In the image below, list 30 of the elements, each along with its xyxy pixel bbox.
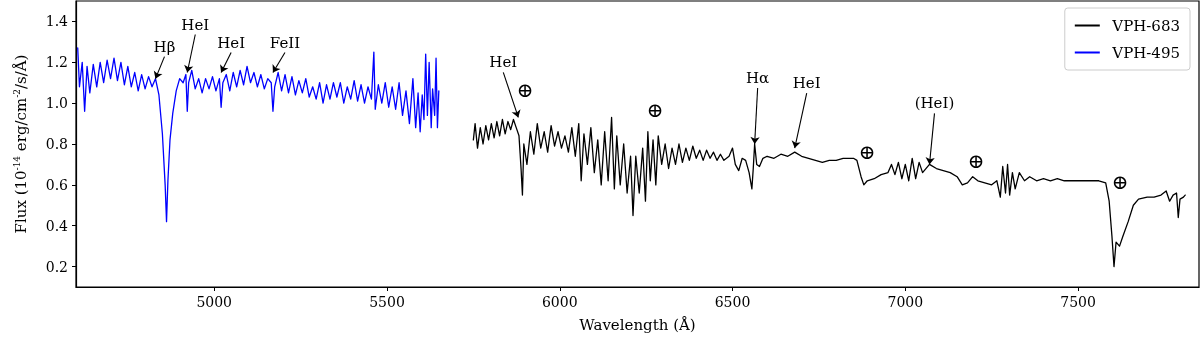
y-tick-label: 0.6 <box>45 176 69 193</box>
x-tick-label: 7500 <box>1060 294 1096 310</box>
annotation: Hα <box>746 69 770 87</box>
annotation: ⊕ <box>858 140 876 164</box>
annotation: HeI <box>181 15 210 34</box>
y-tick-label: 0.4 <box>45 217 69 234</box>
x-axis-title: Wavelength (Å) <box>579 315 696 334</box>
annotation: HeI <box>792 74 821 93</box>
y-tick-label: 0.2 <box>45 258 68 275</box>
y-tick-label: 0.8 <box>45 136 68 152</box>
x-tick-label: 6000 <box>541 294 578 310</box>
x-tick-label: 5000 <box>196 294 233 310</box>
x-tick-label: 7000 <box>887 294 924 310</box>
annotation: ⊕ <box>1111 170 1129 194</box>
annotation: ⊕ <box>646 98 664 122</box>
y-tick-label: 1.4 <box>45 13 69 30</box>
annotation: HeI <box>217 33 246 52</box>
annotation: Hβ <box>153 37 176 56</box>
legend-label: VPH-495 <box>1111 43 1181 62</box>
annotation: ⊕ <box>967 149 985 173</box>
y-tick-label: 1.2 <box>45 54 68 71</box>
annotation: FeII <box>269 33 301 52</box>
annotation: (HeI) <box>914 94 955 113</box>
annotation: ⊕ <box>516 78 534 102</box>
y-tick-label: 1.0 <box>45 95 68 112</box>
x-tick-label: 5500 <box>369 294 405 310</box>
x-tick-label: 6500 <box>714 294 751 310</box>
legend-label: VPH-683 <box>1111 16 1181 35</box>
y-axis-title: Flux (10-14 erg/cm-2/s/Å) <box>11 54 30 234</box>
annotation: HeI <box>489 53 518 72</box>
